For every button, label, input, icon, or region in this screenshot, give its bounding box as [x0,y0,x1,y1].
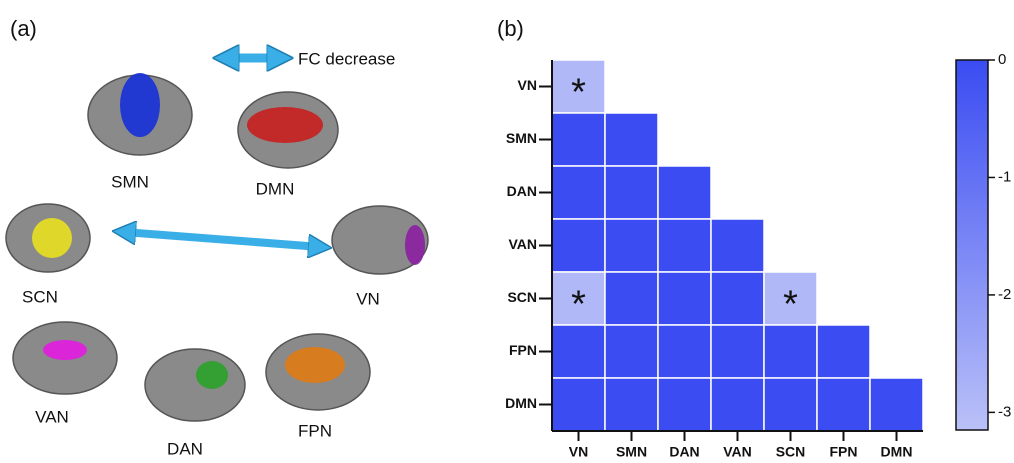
network-region [196,361,228,389]
y-tick-label: SMN [506,130,537,146]
network-region [247,107,323,143]
network-label: SMN [111,172,149,191]
heatmap-cell [658,166,711,219]
network-region [405,225,425,265]
heatmap-cell [605,166,658,219]
x-tick-label: SMN [616,444,647,460]
y-tick-label: VAN [508,236,537,252]
x-tick-label: SCN [776,444,806,460]
significance-mark: * [783,284,798,326]
heatmap-cell [605,272,658,325]
colorbar-tick-label: -3 [998,403,1011,420]
network-label: SCN [22,287,58,306]
colorbar-tick-label: -2 [998,286,1011,303]
heatmap-cell [658,272,711,325]
x-tick-label: FPN [830,444,858,460]
network-region [32,218,72,258]
x-tick-label: VAN [723,444,752,460]
figure: (a) FC decrease SMN DMN SCN VN VAN DAN FPN (b)… [0,0,1014,463]
heatmap-cell [605,325,658,378]
y-tick-label: VN [518,77,537,93]
heatmap-cell [711,378,764,431]
heatmap: VN VN SMN SMN DAN DAN VAN VAN SCN SCN FPN FPN DMN DMN… [505,51,1011,460]
heatmap-cell [817,325,870,378]
heatmap-cell [552,113,605,166]
network-label: FPN [298,421,332,440]
y-tick-label: DMN [505,395,537,411]
legend-text: FC decrease [298,49,395,68]
colorbar [956,60,988,430]
heatmap-cell [552,219,605,272]
heatmap-cell [552,378,605,431]
panel-label: (a) [10,16,37,41]
network-region [120,73,160,137]
colorbar-tick-label: 0 [998,51,1006,68]
network-label: VN [356,289,380,308]
heatmap-cell [658,219,711,272]
colorbar-tick-label: -1 [998,168,1011,185]
heatmap-cell [711,325,764,378]
y-tick-label: DAN [507,183,537,199]
x-tick-label: VN [569,444,588,460]
arrow [124,232,320,247]
heatmap-cell [764,325,817,378]
heatmap-cell [711,272,764,325]
significance-mark: * [571,72,586,114]
heatmap-cell [605,113,658,166]
heatmap-cell [658,378,711,431]
heatmap-cell [605,378,658,431]
network-label: DMN [256,179,295,198]
x-tick-label: DMN [881,444,913,460]
brain-illustrations: SMN DMN SCN VN VAN DAN FPN [6,73,428,458]
network-label: DAN [167,439,203,458]
heatmap-cell [552,166,605,219]
heatmap-cell [552,325,605,378]
panel-label: (b) [497,16,524,41]
heatmap-cell [870,378,923,431]
network-label: VAN [35,407,69,426]
network-region [43,340,87,360]
network-region [285,347,345,383]
heatmap-cell [658,325,711,378]
y-tick-label: SCN [507,289,537,305]
heatmap-cell [605,219,658,272]
significance-mark: * [571,284,586,326]
y-tick-label: FPN [509,342,537,358]
heatmap-cell [764,378,817,431]
heatmap-cell [711,219,764,272]
heatmap-cell [817,378,870,431]
brain [145,349,245,421]
x-tick-label: DAN [669,444,699,460]
